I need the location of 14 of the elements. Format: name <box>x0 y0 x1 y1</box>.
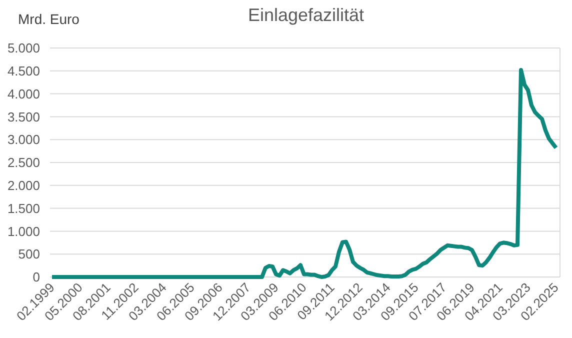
y-tick-label: 2.000 <box>7 178 40 193</box>
y-tick-label: 5.000 <box>7 40 40 56</box>
y-tick-label: 1.000 <box>7 224 40 239</box>
y-tick-label: 4.500 <box>7 63 40 78</box>
chart-title: Einlagefazilität <box>248 5 364 25</box>
y-tick-label: 3.000 <box>7 132 40 148</box>
line-series <box>50 68 558 279</box>
y-axis-title: Mrd. Euro <box>18 11 80 27</box>
y-tick-label: 1.500 <box>7 200 40 216</box>
y-tick-label: 3.500 <box>7 109 40 124</box>
y-tick-label: 2.500 <box>7 155 40 170</box>
y-tick-label: 4.000 <box>7 86 40 102</box>
y-tick-label: 0 <box>32 270 40 285</box>
y-tick-label: 500 <box>18 246 40 262</box>
